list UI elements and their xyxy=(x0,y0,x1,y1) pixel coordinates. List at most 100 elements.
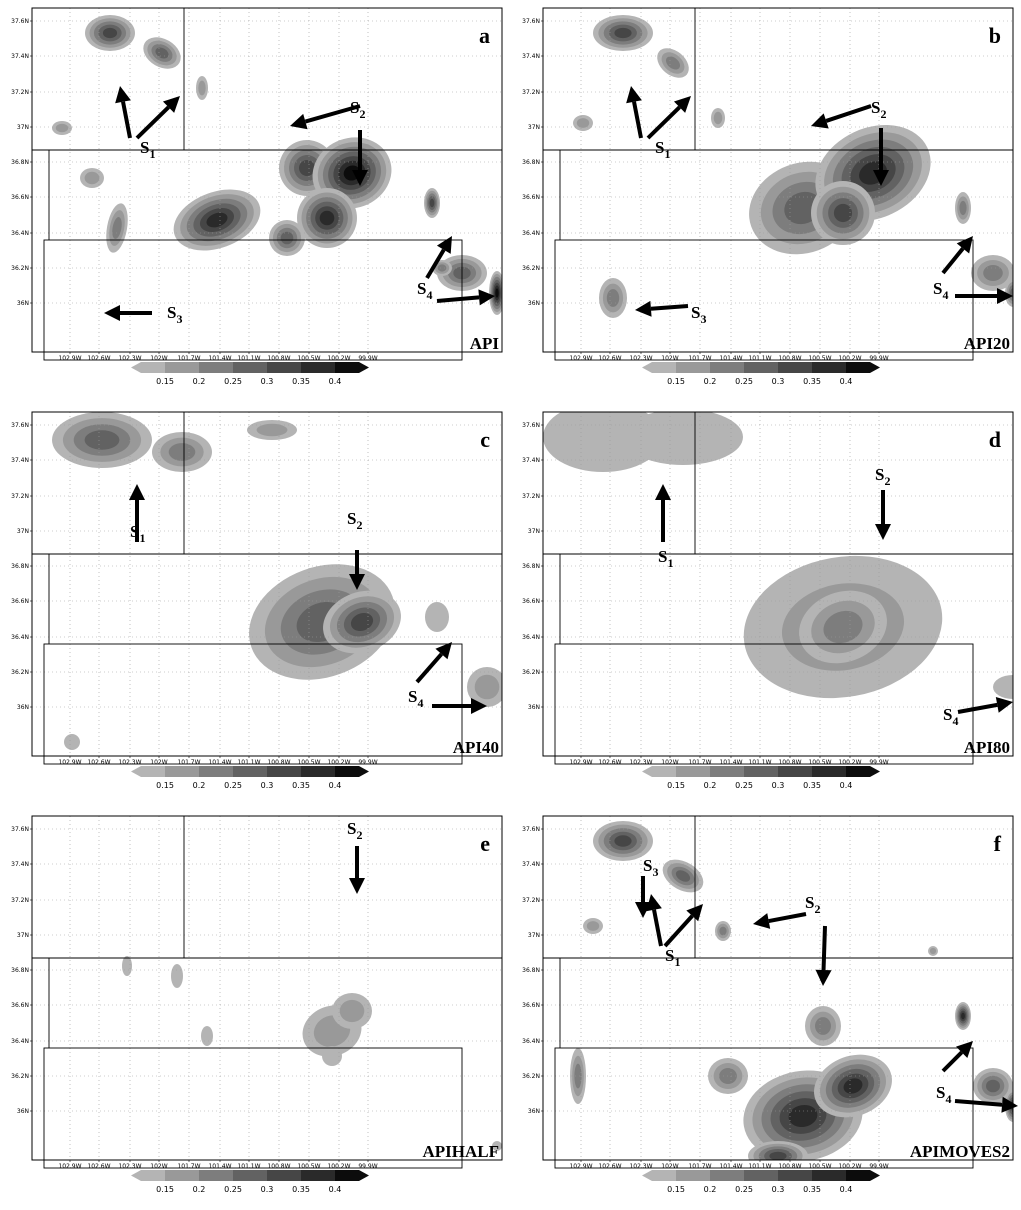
colorbar-swatch xyxy=(676,766,710,777)
lon-tick-label: 99.9W xyxy=(869,759,888,766)
panel-c: 37.6N 37.4N 37.2N 37N 36.8N 36.6N 36.4N 36.2N 36… xyxy=(0,404,510,806)
lat-tick-label: 36.4N xyxy=(522,634,540,641)
lon-tick-label: 100.8W xyxy=(778,1163,801,1170)
lon-tick-label: 102.9W xyxy=(58,355,81,362)
lat-tick-label: 37.2N xyxy=(11,897,29,904)
lat-tick-label: 37.6N xyxy=(522,422,540,429)
contour-blob xyxy=(665,56,681,70)
colorbar-label: 0.15 xyxy=(156,377,174,386)
colorbar-swatch xyxy=(131,362,165,373)
colorbar-swatch xyxy=(199,362,233,373)
s-label-subscript: 3 xyxy=(652,865,658,879)
contour-blob xyxy=(122,956,132,976)
contour-blob xyxy=(843,1078,863,1094)
arrow-shaft xyxy=(957,702,998,714)
colorbar-label: 0.2 xyxy=(193,1185,206,1194)
contour-blob xyxy=(102,27,118,39)
lon-tick-label: 102.9W xyxy=(569,355,592,362)
lon-tick-label: 102W xyxy=(661,759,678,766)
arrow-shaft xyxy=(436,295,480,303)
plot-frame xyxy=(31,411,503,757)
lon-tick-label: 99.9W xyxy=(358,355,377,362)
colorbar-label: 0.4 xyxy=(840,1185,853,1194)
boundary-south-box xyxy=(43,239,463,361)
s-label-S2: S2 xyxy=(875,465,890,488)
arrow-head xyxy=(478,289,495,306)
annotation-arrows xyxy=(626,86,1013,317)
contour-blob xyxy=(993,675,1013,699)
panel-caption: API20 xyxy=(964,334,1010,353)
colorbar-label: 0.25 xyxy=(735,377,753,386)
colorbar-swatch xyxy=(676,1170,710,1181)
colorbar-label: 0.4 xyxy=(840,781,853,790)
s-label-subscript: 1 xyxy=(664,147,670,161)
colorbar-swatch xyxy=(642,766,676,777)
lon-tick-label: 101.1W xyxy=(237,355,260,362)
arrow-head xyxy=(352,170,368,186)
plot-frame xyxy=(542,815,1014,1161)
boundary-south-box xyxy=(554,1047,974,1169)
s-label-S1: S1 xyxy=(665,946,680,969)
panel-d: 37.6N 37.4N 37.2N 37N 36.8N 36.6N 36.4N 36.2N 36… xyxy=(511,404,1021,806)
plot-frame xyxy=(542,7,1014,353)
contour-blob xyxy=(437,264,447,272)
s-label-subscript: 2 xyxy=(880,107,886,121)
arrow-head xyxy=(956,1041,973,1058)
colorbar-swatch xyxy=(131,1170,165,1181)
lat-tick-label: 36N xyxy=(528,300,540,307)
contour-blob xyxy=(339,999,365,1023)
lat-tick-label: 37.4N xyxy=(11,861,29,868)
lon-tick-label: 102.9W xyxy=(569,759,592,766)
colorbar-swatch xyxy=(233,362,267,373)
arrow-head xyxy=(655,484,671,500)
lon-tick-label: 102.3W xyxy=(118,759,141,766)
lat-tick-label: 36N xyxy=(17,300,29,307)
contour-blob xyxy=(319,210,335,226)
contour-blob xyxy=(474,674,500,700)
lon-tick-label: 101.1W xyxy=(237,1163,260,1170)
colorbar-swatch xyxy=(812,1170,846,1181)
lat-tick-label: 36.2N xyxy=(11,1073,29,1080)
lon-tick-label: 100.2W xyxy=(838,1163,861,1170)
arrow-head xyxy=(811,113,829,129)
contour-blob xyxy=(256,423,288,437)
lon-tick-label: 100.5W xyxy=(808,1163,831,1170)
lat-tick-label: 36.2N xyxy=(522,1073,540,1080)
lat-tick-label: 37N xyxy=(17,528,29,535)
arrow-head xyxy=(1001,1096,1018,1113)
arrow-shaft xyxy=(652,909,663,947)
s-label-S1: S1 xyxy=(655,138,670,161)
arrow-shaft xyxy=(304,104,361,124)
colorbar-swatch xyxy=(131,766,165,777)
lat-tick-label: 37.2N xyxy=(522,89,540,96)
contour-blob xyxy=(322,1046,342,1066)
panel-letter: c xyxy=(480,427,490,452)
arrow-head xyxy=(815,969,832,986)
colorbar-swatch xyxy=(846,766,880,777)
lon-tick-label: 101.7W xyxy=(688,759,711,766)
lat-tick-label: 36.6N xyxy=(522,598,540,605)
s-label-S4: S4 xyxy=(936,1083,951,1106)
lat-tick-label: 36.4N xyxy=(11,230,29,237)
arrow-head xyxy=(349,878,365,894)
colorbar-label: 0.15 xyxy=(156,1185,174,1194)
arrow-head xyxy=(995,696,1013,713)
arrow-shaft xyxy=(663,914,694,948)
grid-lines xyxy=(32,816,502,1160)
lat-tick-label: 37.6N xyxy=(11,826,29,833)
lon-tick-label: 99.9W xyxy=(358,1163,377,1170)
contour-blob xyxy=(614,27,632,39)
panel-letter: a xyxy=(479,23,490,48)
lat-tick-label: 36.8N xyxy=(11,563,29,570)
lon-tick-label: 100.8W xyxy=(267,1163,290,1170)
colorbar-swatch xyxy=(199,766,233,777)
lat-tick-label: 36.6N xyxy=(11,598,29,605)
colorbar-label: 0.35 xyxy=(292,781,310,790)
lon-tick-label: 100.5W xyxy=(297,355,320,362)
lon-tick-label: 101.1W xyxy=(748,759,771,766)
arrow-head xyxy=(673,96,691,113)
colorbar-swatch xyxy=(710,1170,744,1181)
s-label-subscript: 4 xyxy=(417,696,423,710)
lat-tick-label: 36N xyxy=(17,1108,29,1115)
grid-lines xyxy=(32,8,502,352)
